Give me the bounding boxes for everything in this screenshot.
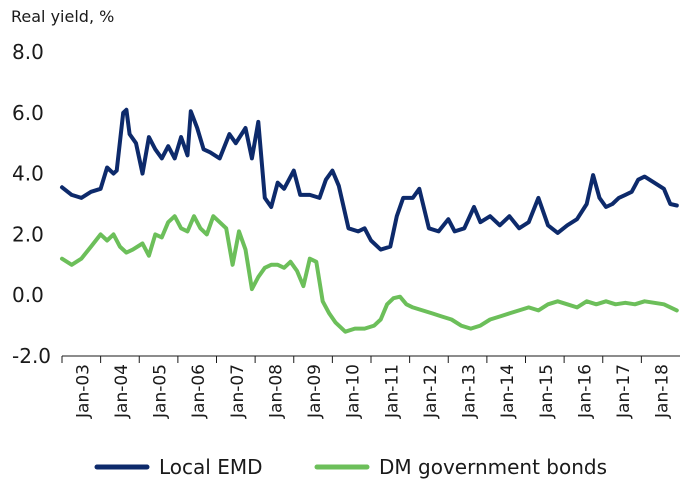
- y-tick-label: 6.0: [12, 101, 44, 125]
- x-tick-label: Jan-03: [73, 364, 93, 419]
- y-tick-label: -2.0: [12, 344, 51, 368]
- y-axis-ticks: 8.0 6.0 4.0 2.0 0.0 -2.0: [12, 40, 51, 368]
- legend: Local EMD DM government bonds: [94, 455, 607, 479]
- x-tick-label: Jan-12: [421, 364, 441, 419]
- series-line-local-emd: [60, 107, 679, 252]
- y-tick-label: 2.0: [12, 222, 44, 246]
- x-tick-label: Jan-08: [266, 364, 286, 419]
- x-tick-label: Jan-13: [460, 364, 480, 419]
- x-tick-label: Jan-06: [189, 364, 209, 419]
- x-tick-label: Jan-10: [344, 364, 364, 419]
- y-tick-label: 8.0: [12, 40, 44, 64]
- x-tick-label: Jan-18: [653, 364, 673, 419]
- y-tick-label: 0.0: [12, 283, 44, 307]
- legend-label: DM government bonds: [379, 455, 607, 479]
- series-lines: [60, 107, 679, 334]
- x-tick-label: Jan-05: [151, 364, 171, 419]
- x-tick-label: Jan-09: [305, 364, 325, 419]
- x-tick-label: Jan-04: [112, 364, 132, 419]
- x-tick-label: Jan-14: [498, 364, 518, 419]
- x-tick-label: Jan-16: [575, 364, 595, 419]
- x-axis: Jan-03 Jan-04 Jan-05 Jan-06 Jan-07 Jan-08 Jan-…: [61, 355, 680, 419]
- x-tick-label: Jan-11: [382, 364, 402, 419]
- series-line-dm-government-bonds: [60, 214, 679, 334]
- x-tick-label: Jan-17: [614, 364, 634, 419]
- y-tick-label: 4.0: [12, 162, 44, 186]
- legend-label: Local EMD: [159, 455, 263, 479]
- x-tick-label: Jan-15: [537, 364, 557, 419]
- y-axis-title: Real yield, %: [11, 7, 114, 26]
- x-tick-label: Jan-07: [228, 364, 248, 419]
